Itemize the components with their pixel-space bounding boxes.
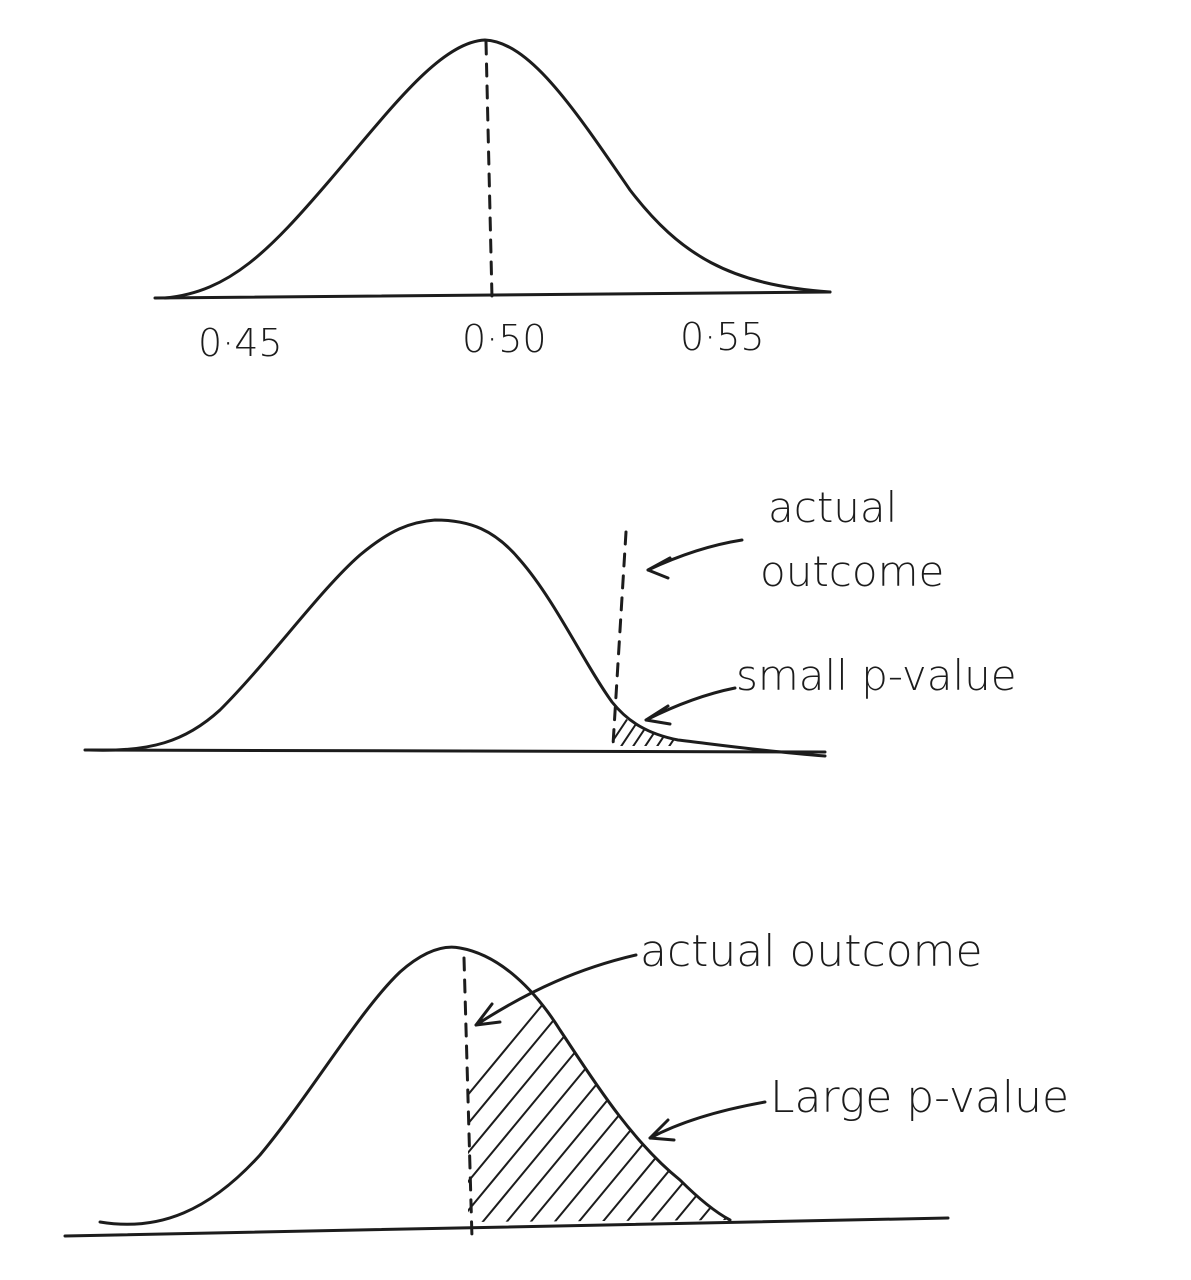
panel-middle-small-p-value: actual outcome small p-value (83, 483, 1017, 758)
panel-bottom-large-p-value: actual outcome Large p-value (63, 926, 1069, 1240)
middle-bell-curve (88, 518, 827, 758)
tick-label-0-55: 0·55 (680, 315, 765, 359)
actual-outcome-label: actual outcome (640, 926, 983, 977)
top-center-dashed-line (484, 40, 494, 300)
p-value-arrow-bottom (648, 1100, 767, 1142)
p-value-arrow-middle (644, 686, 737, 726)
middle-outcome-dashed-line (611, 530, 628, 747)
outcome-label-line2: outcome (760, 547, 944, 596)
tick-label-0-45: 0·45 (198, 321, 283, 365)
outcome-arrow-bottom (474, 953, 638, 1027)
tick-label-0-50: 0·50 (462, 317, 547, 361)
large-p-value-label: Large p-value (770, 1072, 1069, 1123)
top-bell-curve (163, 38, 832, 300)
small-p-value-label: small p-value (736, 651, 1017, 700)
bottom-outcome-dashed-line (462, 956, 474, 1240)
outcome-arrow-middle (646, 538, 744, 580)
bottom-bell-curve (98, 945, 732, 1226)
panel-top-sampling-distribution: 0·45 0·50 0·55 (153, 38, 832, 365)
bottom-axis-line (63, 1216, 950, 1238)
middle-axis-line (83, 748, 827, 754)
outcome-label-line1: actual (768, 483, 897, 532)
